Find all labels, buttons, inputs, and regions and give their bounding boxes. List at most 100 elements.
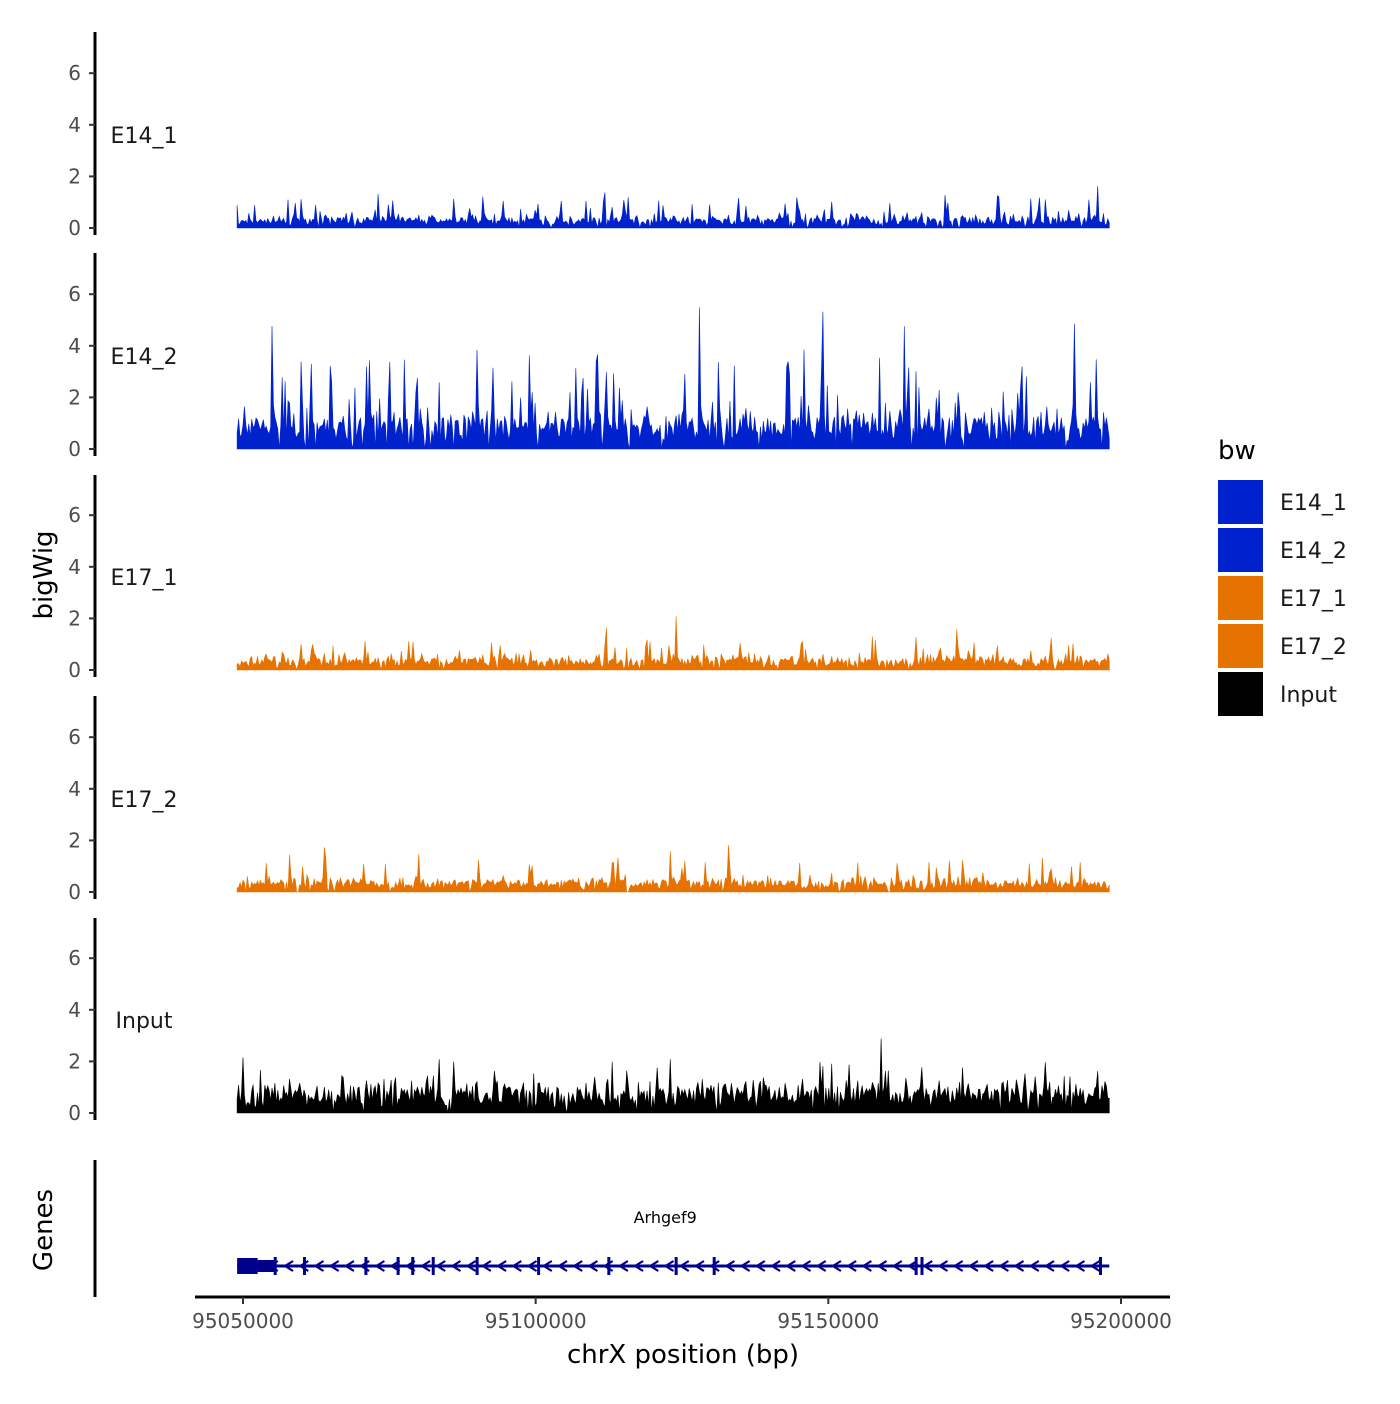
- gene-track: Arhgef9: [93, 1160, 1110, 1297]
- x-tick-label: 95100000: [485, 1309, 587, 1333]
- coverage-area: [236, 845, 1110, 893]
- strand-arrow: [282, 1260, 294, 1272]
- y-tick-label: 0: [68, 437, 81, 461]
- y-tick-label: 0: [68, 658, 81, 682]
- track-label: E14_1: [111, 124, 178, 149]
- strand-arrow: [511, 1260, 522, 1272]
- y-tick-label: 6: [68, 503, 81, 527]
- legend-swatch: [1218, 624, 1263, 668]
- strand-arrow: [876, 1260, 888, 1272]
- strand-arrow: [846, 1260, 857, 1272]
- legend-swatch: [1218, 528, 1263, 572]
- gene-exon: [475, 1257, 479, 1275]
- coverage-area: [236, 307, 1110, 450]
- gene-exon: [364, 1257, 368, 1275]
- gene-exon: [920, 1257, 924, 1275]
- y-tick-label: 4: [68, 998, 81, 1022]
- strand-arrow: [769, 1260, 781, 1272]
- x-axis-title: chrX position (bp): [567, 1340, 799, 1370]
- y-tick-label: 0: [68, 216, 81, 240]
- legend-label: Input: [1280, 683, 1337, 708]
- strand-arrow: [663, 1260, 675, 1272]
- strand-arrow: [465, 1260, 477, 1272]
- strand-arrow: [1074, 1260, 1086, 1272]
- strand-arrow: [952, 1260, 964, 1272]
- strand-arrow: [891, 1260, 903, 1272]
- gene-exon: [302, 1257, 306, 1275]
- y-tick-label: 2: [68, 828, 81, 852]
- strand-arrow: [937, 1260, 949, 1272]
- y-tick-label: 0: [68, 1101, 81, 1125]
- bigwig-tracks: 0 2 4 6 E14_1 0 2 4 6 E14_2 0 2 4 6 E17_1 0 2 4 6 E17_2 0 2 4 6…: [68, 32, 1110, 1125]
- y-tick-label: 2: [68, 1049, 81, 1073]
- legend-title: bw: [1218, 436, 1256, 466]
- legend: bw E14_1 E14_2 E17_1 E17_2 Input: [1218, 436, 1347, 716]
- strand-arrow: [967, 1260, 979, 1272]
- strand-arrow: [709, 1260, 720, 1272]
- strand-arrow: [343, 1260, 355, 1272]
- strand-arrow: [800, 1260, 812, 1272]
- legend-label: E14_2: [1280, 539, 1347, 564]
- gene-exon: [537, 1257, 541, 1275]
- track-e14-1: 0 2 4 6 E14_1: [68, 32, 1110, 240]
- x-tick-label: 95050000: [192, 1309, 294, 1333]
- legend-swatch: [1218, 576, 1263, 620]
- track-label: Input: [116, 1009, 173, 1034]
- strand-arrow: [496, 1260, 507, 1272]
- y-tick-label: 4: [68, 334, 81, 358]
- gene-exon: [396, 1257, 400, 1275]
- track-label: E14_2: [111, 345, 178, 370]
- y-axis-title: bigWig: [29, 530, 59, 619]
- gene-exon: [607, 1257, 611, 1275]
- strand-arrow: [633, 1260, 644, 1272]
- x-tick-label: 95150000: [777, 1309, 879, 1333]
- strand-arrow: [693, 1260, 705, 1272]
- strand-arrow: [724, 1260, 735, 1272]
- gene-name-label: Arhgef9: [634, 1208, 697, 1227]
- coverage-area: [236, 616, 1110, 672]
- strand-arrow: [1013, 1260, 1025, 1272]
- y-tick-label: 2: [68, 606, 81, 630]
- strand-arrow: [754, 1260, 766, 1272]
- strand-arrow: [922, 1260, 933, 1272]
- legend-label: E17_2: [1280, 635, 1347, 660]
- gene-utr: [237, 1258, 258, 1274]
- strand-arrow: [830, 1260, 842, 1272]
- gene-exon: [914, 1257, 918, 1275]
- strand-arrow: [587, 1260, 599, 1272]
- strand-arrow: [815, 1260, 827, 1272]
- x-tick-label: 95200000: [1070, 1309, 1172, 1333]
- gene-exon: [674, 1257, 678, 1275]
- genes-track-title: Genes: [29, 1189, 59, 1271]
- strand-arrow: [785, 1260, 796, 1272]
- strand-arrow: [526, 1260, 538, 1272]
- y-tick-label: 0: [68, 880, 81, 904]
- gene-exon: [411, 1257, 415, 1275]
- coverage-area: [236, 1038, 1110, 1114]
- strand-arrow: [374, 1260, 385, 1272]
- strand-arrow: [419, 1260, 431, 1272]
- y-tick-label: 2: [68, 385, 81, 409]
- strand-arrow: [617, 1260, 629, 1272]
- legend-swatch: [1218, 672, 1263, 716]
- strand-arrow: [541, 1260, 553, 1272]
- strand-arrow: [648, 1260, 659, 1272]
- strand-arrow: [739, 1260, 751, 1272]
- strand-arrow: [861, 1260, 872, 1272]
- legend-swatch: [1218, 480, 1263, 524]
- track-e14-2: 0 2 4 6 E14_2: [68, 253, 1110, 461]
- strand-arrow: [435, 1260, 446, 1272]
- strand-arrow: [1089, 1260, 1101, 1272]
- track-input: 0 2 4 6 Input: [68, 918, 1110, 1125]
- y-tick-label: 6: [68, 282, 81, 306]
- y-tick-label: 4: [68, 113, 81, 137]
- gene-exon: [431, 1257, 435, 1275]
- strand-arrow: [1059, 1260, 1070, 1272]
- strand-arrow: [906, 1260, 918, 1272]
- strand-arrow: [572, 1260, 583, 1272]
- track-label: E17_2: [111, 788, 178, 813]
- strand-arrow: [480, 1260, 492, 1272]
- strand-arrow: [450, 1260, 462, 1272]
